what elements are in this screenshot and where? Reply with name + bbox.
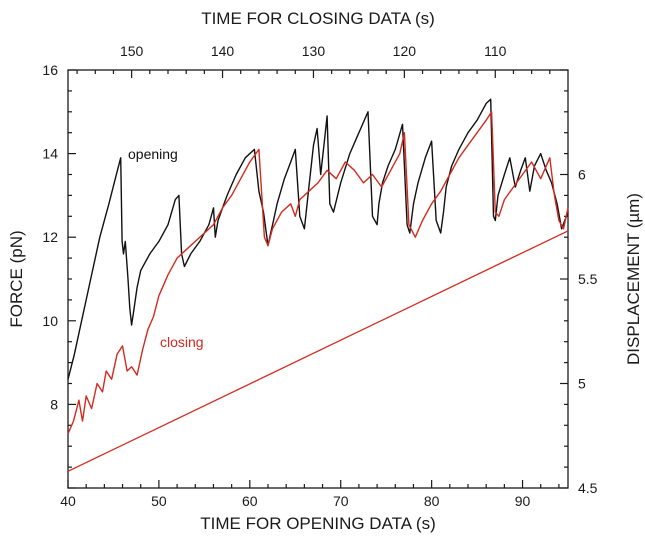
- x2-tick-label: 130: [302, 43, 326, 59]
- x-axis-bottom-ticks: 40 50 60 70 80 90: [60, 480, 560, 509]
- x-tick-label: 60: [242, 493, 258, 509]
- y-tick-label: 14: [42, 146, 58, 162]
- y2-tick-label: 6: [578, 167, 586, 183]
- annotation-opening: opening: [128, 146, 178, 162]
- y2-tick-label: 4.5: [578, 480, 598, 496]
- x-axis-top-title: TIME FOR CLOSING DATA (s): [201, 9, 435, 28]
- x2-tick-label: 120: [393, 43, 417, 59]
- y-tick-label: 16: [42, 62, 58, 78]
- y-axis-left-title: FORCE (pN): [7, 230, 26, 327]
- x-tick-label: 90: [515, 493, 531, 509]
- annotation-closing: closing: [160, 334, 204, 350]
- x-tick-label: 50: [151, 493, 167, 509]
- y-tick-label: 12: [42, 229, 58, 245]
- x-tick-label: 70: [333, 493, 349, 509]
- series-line-displacement: [67, 230, 569, 472]
- x-tick-label: 80: [424, 493, 440, 509]
- x2-tick-label: 110: [484, 43, 507, 59]
- y2-tick-label: 5.5: [578, 271, 598, 287]
- series-line-closing: [67, 111, 569, 434]
- y-axis-left-ticks: 8 10 12 14 16: [42, 62, 76, 489]
- x2-tick-label: 150: [120, 43, 144, 59]
- x-axis-bottom-title: TIME FOR OPENING DATA (s): [200, 514, 436, 533]
- x2-tick-label: 140: [211, 43, 235, 59]
- y-axis-right-title: DISPLACEMENT (µm): [624, 193, 643, 365]
- y2-tick-label: 5: [578, 376, 586, 392]
- series-layer: [67, 98, 569, 472]
- y-tick-label: 10: [42, 313, 58, 329]
- x-tick-label: 40: [60, 493, 76, 509]
- y-tick-label: 8: [50, 396, 58, 412]
- x-axis-top-ticks: 150 140 130 120 110: [76, 43, 551, 78]
- y-axis-right-ticks: 4.5 5 5.5 6: [560, 69, 598, 496]
